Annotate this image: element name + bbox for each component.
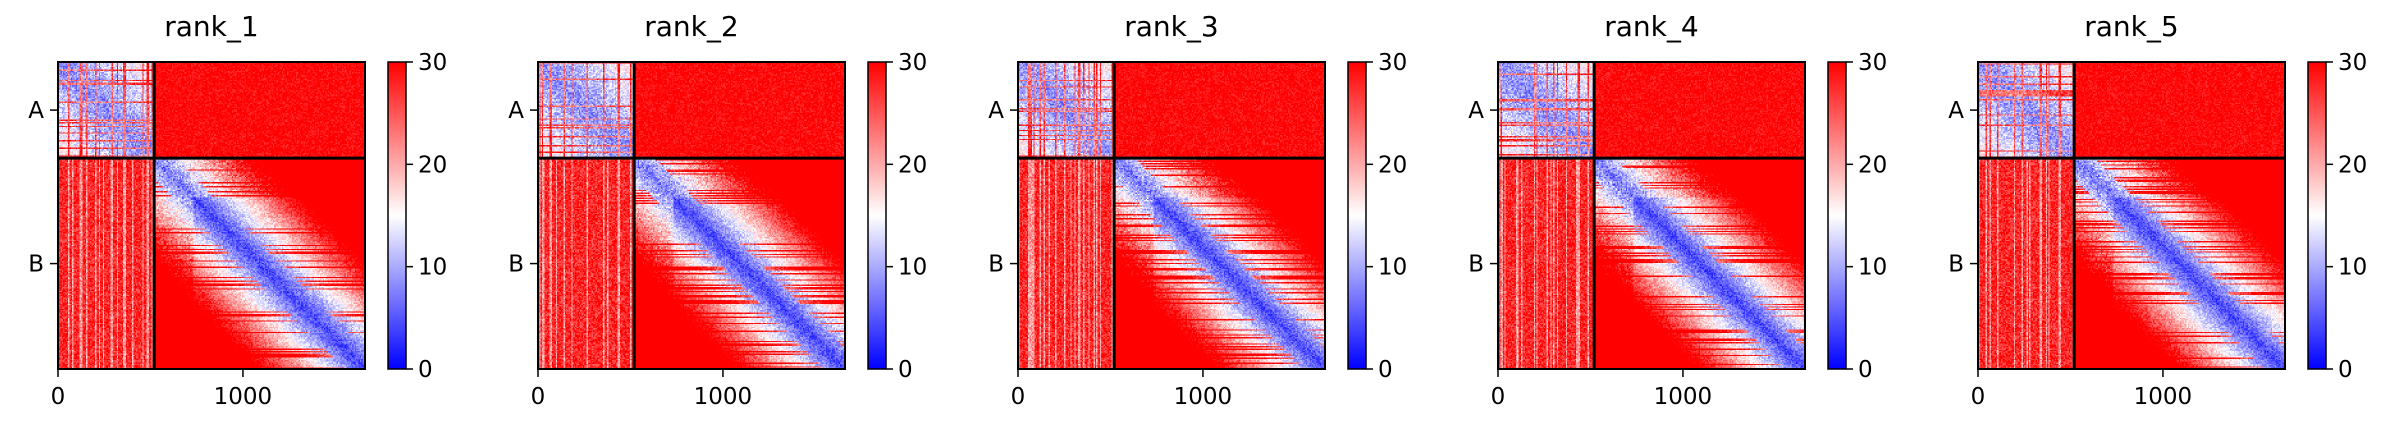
panel-plot: 0 1000 A B 0 10 20 30 bbox=[1948, 50, 2367, 410]
colorbar-tick-label: 10 bbox=[1858, 255, 1887, 281]
colorbar-tick-label: 30 bbox=[898, 50, 927, 76]
heatmap-panel: rank_4 0 1000 A B 0 10 20 30 bbox=[1440, 0, 1920, 438]
colorbar-tick-label: 0 bbox=[1858, 357, 1873, 383]
heatmap-frame bbox=[537, 61, 846, 370]
colorbar-tick-label: 0 bbox=[1378, 357, 1393, 383]
heatmap-cells bbox=[58, 62, 365, 369]
x-tick-label: 1000 bbox=[1654, 384, 1713, 410]
heatmap-frame bbox=[57, 61, 366, 370]
colorbar-tick-label: 0 bbox=[898, 357, 913, 383]
colorbar-tick-label: 10 bbox=[2338, 255, 2367, 281]
panel-title: rank_2 bbox=[644, 10, 739, 43]
colorbar-tick-label: 10 bbox=[1378, 255, 1407, 281]
panel-plot: 0 1000 A B 0 10 20 30 bbox=[28, 50, 447, 410]
colorbar-tick-label: 20 bbox=[1858, 152, 1887, 178]
colorbar-tick-label: 20 bbox=[898, 152, 927, 178]
colorbar-tick-label: 0 bbox=[2338, 357, 2353, 383]
heatmap-panel: rank_5 0 1000 A B 0 10 20 30 bbox=[1920, 0, 2400, 438]
colorbar bbox=[1827, 61, 1847, 370]
x-tick-label: 1000 bbox=[214, 384, 273, 410]
heatmap-panel: rank_1 0 1000 A B 0 10 20 30 bbox=[0, 0, 480, 438]
colorbar bbox=[1347, 61, 1367, 370]
heatmap-panel: rank_2 0 1000 A B 0 10 20 30 bbox=[480, 0, 960, 438]
colorbar bbox=[387, 61, 407, 370]
chain-label: A bbox=[988, 98, 1004, 124]
x-tick-label: 1000 bbox=[2134, 384, 2193, 410]
heatmap-frame bbox=[1017, 61, 1326, 370]
colorbar-tick-label: 0 bbox=[418, 357, 433, 383]
chain-label: A bbox=[508, 98, 524, 124]
chain-label: A bbox=[28, 98, 44, 124]
chain-label: A bbox=[1468, 98, 1484, 124]
panel-plot: 0 1000 A B 0 10 20 30 bbox=[988, 50, 1407, 410]
colorbar-tick-label: 20 bbox=[2338, 152, 2367, 178]
panel-plot: 0 1000 A B 0 10 20 30 bbox=[1468, 50, 1887, 410]
heatmap-panel: rank_3 0 1000 A B 0 10 20 30 bbox=[960, 0, 1440, 438]
chain-label: B bbox=[1468, 252, 1484, 278]
heatmap-cells bbox=[1018, 62, 1325, 369]
colorbar-tick-label: 20 bbox=[418, 152, 447, 178]
chain-label: B bbox=[988, 252, 1004, 278]
x-tick-label: 0 bbox=[531, 384, 546, 410]
chain-label: A bbox=[1948, 98, 1964, 124]
chain-label: B bbox=[508, 252, 524, 278]
colorbar-tick-label: 30 bbox=[2338, 50, 2367, 76]
panel-title: rank_5 bbox=[2084, 10, 2179, 43]
heatmap-frame bbox=[1977, 61, 2286, 370]
heatmap-frame bbox=[1497, 61, 1806, 370]
panel-title: rank_1 bbox=[164, 10, 259, 43]
heatmap-cells bbox=[1978, 62, 2285, 369]
colorbar-tick-label: 10 bbox=[418, 255, 447, 281]
colorbar-tick-label: 10 bbox=[898, 255, 927, 281]
x-tick-label: 0 bbox=[1491, 384, 1506, 410]
panel-title: rank_3 bbox=[1124, 10, 1219, 43]
colorbar bbox=[2307, 61, 2327, 370]
colorbar-tick-label: 30 bbox=[1378, 50, 1407, 76]
x-tick-label: 0 bbox=[1971, 384, 1986, 410]
x-tick-label: 1000 bbox=[694, 384, 753, 410]
heatmap-cells bbox=[1498, 62, 1805, 369]
panel-plot: 0 1000 A B 0 10 20 30 bbox=[508, 50, 927, 410]
x-tick-label: 0 bbox=[51, 384, 66, 410]
panel-title: rank_4 bbox=[1604, 10, 1699, 43]
chain-label: B bbox=[28, 252, 44, 278]
colorbar-tick-label: 20 bbox=[1378, 152, 1407, 178]
x-tick-label: 0 bbox=[1011, 384, 1026, 410]
chain-label: B bbox=[1948, 252, 1964, 278]
heatmap-cells bbox=[538, 62, 845, 369]
colorbar bbox=[867, 61, 887, 370]
colorbar-tick-label: 30 bbox=[1858, 50, 1887, 76]
x-tick-label: 1000 bbox=[1174, 384, 1233, 410]
colorbar-tick-label: 30 bbox=[418, 50, 447, 76]
